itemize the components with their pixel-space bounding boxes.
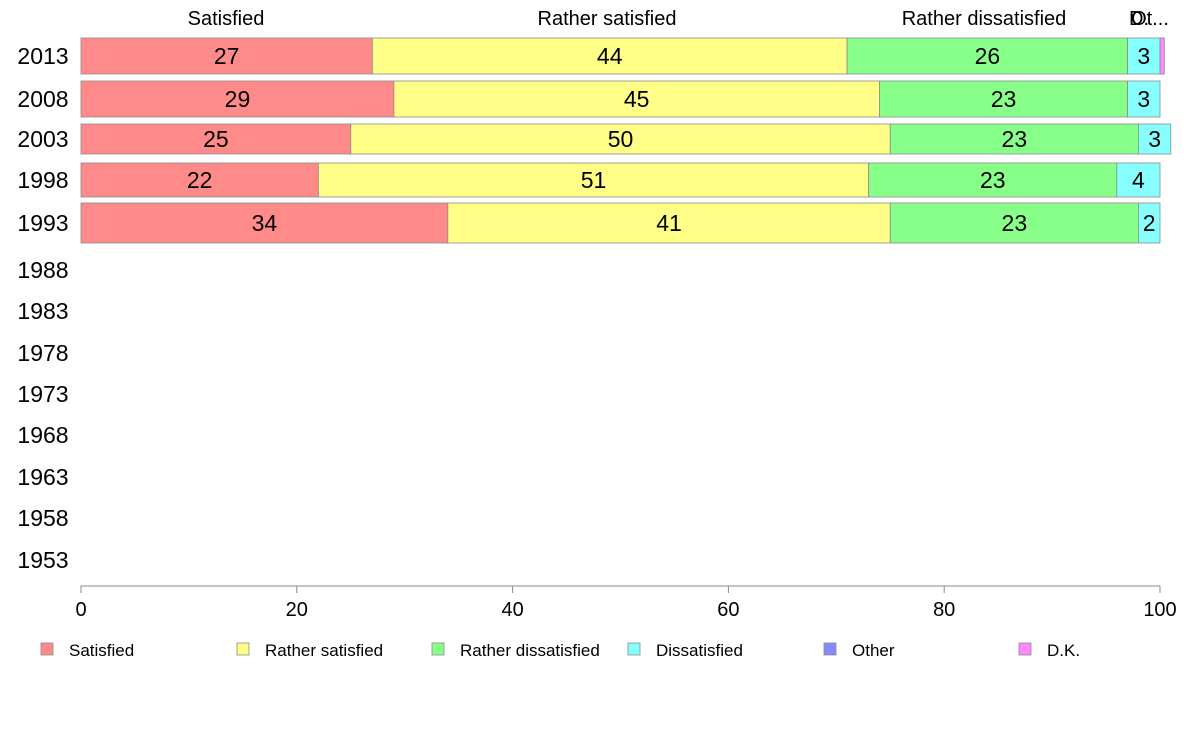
- bar-value-label: 3: [1137, 86, 1150, 112]
- x-tick-label: 60: [717, 599, 739, 621]
- bar-segment: [879, 80, 1129, 118]
- bar-segment: [80, 123, 352, 155]
- x-tick-label: 80: [933, 599, 955, 621]
- bar-value-label: 3: [1148, 126, 1161, 152]
- top-category-labels: Satisfied Rather satisfied Rather dissatis…: [188, 8, 1169, 30]
- bar-segment: [1138, 123, 1172, 155]
- legend-label: Satisfied: [69, 641, 134, 660]
- legend-label: Dissatisfied: [656, 641, 743, 660]
- y-tick-label: 1998: [17, 167, 68, 193]
- bar-segment: [868, 162, 1118, 198]
- legend-label: Rather satisfied: [265, 641, 383, 660]
- bar-value-label: 27: [214, 43, 240, 69]
- y-tick-label: 1983: [17, 298, 68, 324]
- bar-segment: [317, 162, 870, 198]
- bar-value-label: 44: [597, 43, 623, 69]
- bar-segment: [447, 202, 891, 244]
- y-tick-label: 1963: [17, 464, 68, 490]
- bar-value-label: 4: [1132, 167, 1145, 193]
- bars-group: 27 44 26 3 29 45 23 3 25 50 23 3 22 51 23 4 34 41 23 2: [80, 37, 1172, 244]
- bar-value-label: 23: [1002, 126, 1028, 152]
- bar-value-label: 3: [1137, 43, 1150, 69]
- y-axis-labels: 2013 2008 2003 1998 1993 1988 1983 1978 1973 1968…: [17, 43, 68, 573]
- legend-swatch: [1018, 642, 1032, 656]
- bar-segment: [80, 162, 319, 198]
- y-tick-label: 1968: [17, 422, 68, 448]
- legend-swatch: [627, 642, 641, 656]
- y-tick-label: 1993: [17, 210, 68, 236]
- y-tick-label: 2003: [17, 126, 68, 152]
- bar-value-label: 23: [980, 167, 1006, 193]
- legend-swatch: [40, 642, 54, 656]
- y-tick-label: 2008: [17, 86, 68, 112]
- y-tick-label: 2013: [17, 43, 68, 69]
- bar-segment: [889, 123, 1139, 155]
- legend-label: D.K.: [1047, 641, 1080, 660]
- bar-value-label: 50: [608, 126, 634, 152]
- y-tick-label: 1973: [17, 381, 68, 407]
- x-tick-label: 20: [286, 599, 308, 621]
- bar-value-label: 23: [1002, 210, 1028, 236]
- y-tick-label: 1988: [17, 257, 68, 283]
- bar-value-label: 22: [187, 167, 213, 193]
- top-label: Ot...: [1131, 8, 1169, 30]
- bar-segment: [350, 123, 891, 155]
- bar-segment: [1159, 37, 1165, 75]
- legend-label: Other: [852, 641, 895, 660]
- top-label: D.: [1129, 8, 1149, 30]
- legend-swatch: [236, 642, 250, 656]
- bar-value-label: 41: [656, 210, 682, 236]
- legend-swatch: [431, 642, 445, 656]
- bar-segment: [1138, 202, 1161, 244]
- bar-value-label: 29: [225, 86, 251, 112]
- legend: Satisfied Rather satisfied Rather dissatis…: [40, 641, 1080, 660]
- bar-segment: [80, 80, 395, 118]
- bar-value-label: 45: [624, 86, 650, 112]
- x-tick-label: 0: [75, 599, 86, 621]
- y-tick-label: 1953: [17, 547, 68, 573]
- bar-segment: [1127, 80, 1161, 118]
- top-label: Rather dissatisfied: [902, 8, 1067, 30]
- bar-value-label: 25: [203, 126, 229, 152]
- bar-value-label: 2: [1143, 210, 1156, 236]
- y-tick-label: 1978: [17, 340, 68, 366]
- x-tick-label: 100: [1143, 599, 1176, 621]
- bar-value-label: 51: [581, 167, 607, 193]
- bar-segment: [393, 80, 880, 118]
- bar-segment: [1116, 162, 1161, 198]
- bar-value-label: 34: [252, 210, 278, 236]
- bar-value-label: 23: [991, 86, 1017, 112]
- y-tick-label: 1958: [17, 505, 68, 531]
- bar-segment: [889, 202, 1139, 244]
- x-axis: 0 20 40 60 80 100: [75, 585, 1177, 621]
- bar-value-label: 26: [975, 43, 1001, 69]
- top-label: Rather satisfied: [538, 8, 677, 30]
- top-label: Satisfied: [188, 8, 265, 30]
- bar-segment: [371, 37, 848, 75]
- legend-swatch: [823, 642, 837, 656]
- legend-label: Rather dissatisfied: [460, 641, 600, 660]
- x-tick-label: 40: [501, 599, 523, 621]
